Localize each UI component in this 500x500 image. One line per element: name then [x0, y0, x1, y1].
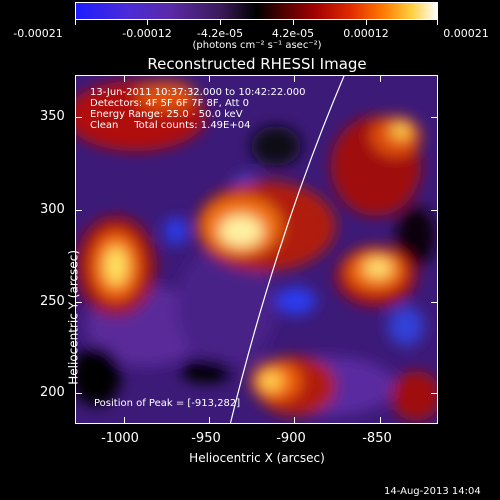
x-tick	[380, 417, 381, 424]
y-tick-label: 200	[40, 385, 65, 400]
y-tick	[431, 210, 438, 211]
y-tick	[431, 393, 438, 394]
x-tick	[124, 75, 125, 82]
x-tick-label: -950	[191, 431, 221, 446]
y-tick-label: 250	[40, 294, 65, 309]
colorbar-tick	[437, 20, 438, 25]
colorbar-tick	[75, 20, 76, 25]
colorbar	[75, 2, 438, 20]
y-tick	[75, 302, 82, 303]
info-method: Clean Total counts: 1.49E+04	[90, 120, 251, 131]
colorbar-tick-label: 0.00012	[343, 27, 389, 40]
x-tick	[209, 417, 210, 424]
x-tick-label: -1000	[101, 431, 139, 446]
x-axis-title: Heliocentric X (arcsec)	[189, 451, 325, 465]
y-tick	[75, 393, 82, 394]
info-peak-position: Position of Peak = [-913,282]	[94, 398, 241, 409]
colorbar-tick-label: -4.2e-05	[196, 27, 244, 40]
y-axis-title: Heliocentric Y (arcsec)	[66, 250, 81, 385]
image-plot-area: 13-Jun-2011 10:37:32.000 to 10:42:22.000…	[75, 75, 438, 424]
colorbar-tick-label: -0.00021	[13, 27, 63, 40]
x-tick	[380, 75, 381, 82]
x-tick-label: -850	[362, 431, 392, 446]
y-tick	[431, 117, 438, 118]
colorbar-tick-label: 4.2e-05	[271, 27, 315, 40]
x-tick	[124, 417, 125, 424]
x-tick	[209, 75, 210, 82]
y-tick	[75, 117, 82, 118]
info-time-range: 13-Jun-2011 10:37:32.000 to 10:42:22.000	[90, 87, 306, 98]
info-detectors: Detectors: 4F 5F 6F 7F 8F, Att 0	[90, 98, 250, 109]
flux-blobs	[76, 81, 437, 421]
y-tick	[75, 210, 82, 211]
y-tick	[431, 302, 438, 303]
colorbar-tick	[366, 20, 367, 25]
plot-title: Reconstructed RHESSI Image	[147, 55, 367, 73]
x-tick	[294, 75, 295, 82]
colorbar-tick	[293, 20, 294, 25]
colorbar-tick-label: 0.00021	[443, 27, 489, 40]
timestamp: 14-Aug-2013 14:04	[384, 486, 481, 497]
solar-limb-line	[229, 76, 345, 423]
x-tick-label: -900	[276, 431, 306, 446]
y-tick-label: 300	[40, 202, 65, 217]
flux-map	[76, 76, 437, 423]
colorbar-tick	[147, 20, 148, 25]
colorbar-tick	[220, 20, 221, 25]
x-tick	[294, 417, 295, 424]
y-tick-label: 350	[40, 109, 65, 124]
info-energy-range: Energy Range: 25.0 - 50.0 keV	[90, 109, 243, 120]
colorbar-unit: (photons cm⁻² s⁻¹ asec⁻²)	[192, 40, 322, 51]
colorbar-tick-label: -0.00012	[122, 27, 172, 40]
